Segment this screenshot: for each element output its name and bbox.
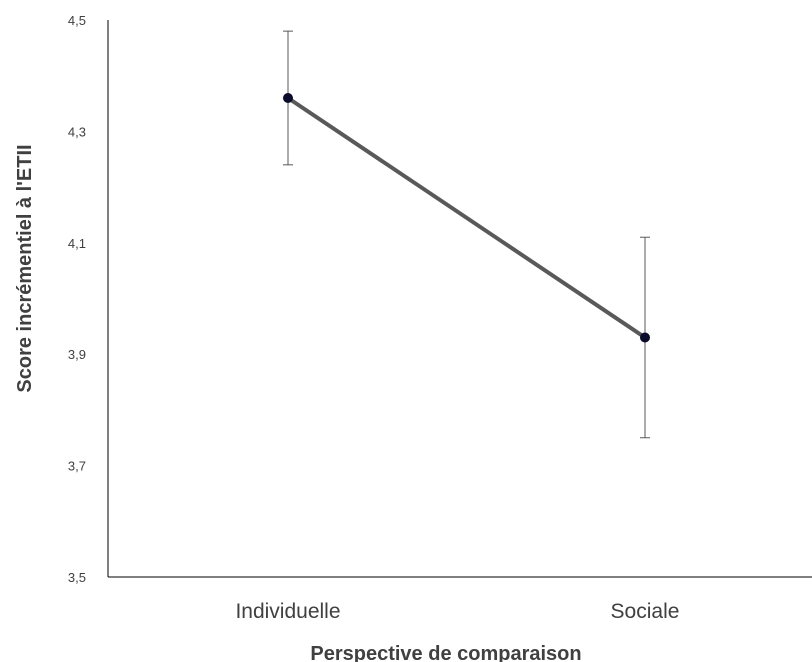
- x-tick-label: Sociale: [611, 600, 680, 623]
- y-tick-label: 3,5: [68, 570, 86, 585]
- data-point: [640, 332, 650, 343]
- x-tick-label: Individuelle: [235, 600, 340, 623]
- y-tick-label: 4,5: [68, 13, 86, 28]
- y-tick-label: 4,1: [68, 236, 86, 251]
- error-bars: [283, 30, 650, 439]
- y-tick-labels: 3,5 3,7 3,9 4,1 4,3 4,5: [68, 13, 86, 585]
- data-points: [283, 92, 650, 343]
- y-axis-title: Score incrémentiel à l'ETII: [14, 144, 36, 392]
- y-tick-label: 3,9: [68, 347, 86, 362]
- series-lines: [286, 96, 647, 340]
- series-line: [286, 96, 647, 340]
- y-tick-label: 3,7: [68, 459, 86, 474]
- y-tick-label: 4,3: [68, 124, 86, 139]
- data-point: [283, 92, 293, 103]
- x-axis-title: Perspective de comparaison: [310, 643, 581, 662]
- axes: [107, 20, 812, 578]
- x-tick-labels: Individuelle Sociale: [235, 600, 679, 623]
